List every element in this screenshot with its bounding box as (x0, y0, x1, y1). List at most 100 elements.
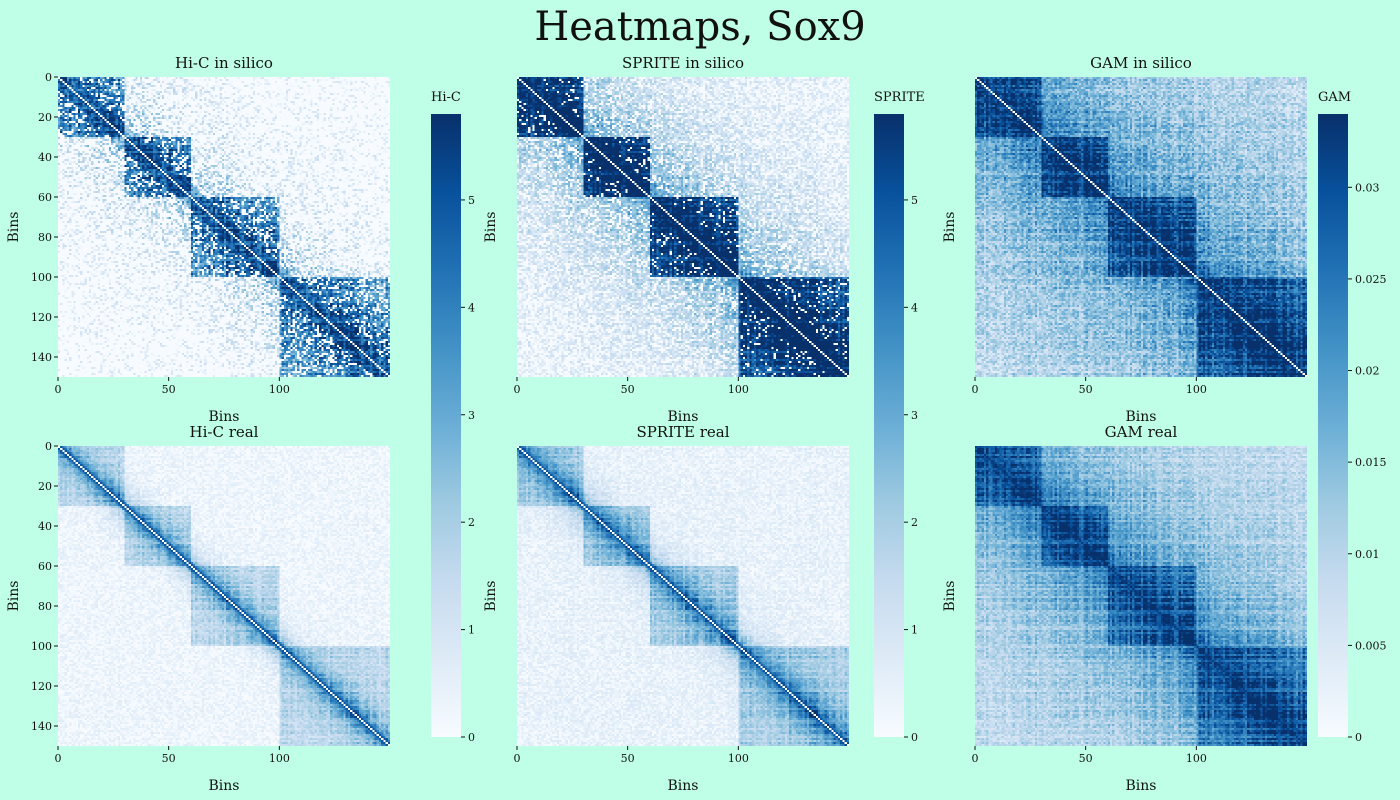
x-tick-label: 0 (972, 383, 979, 396)
colorbar-label: SPRITE (874, 90, 925, 105)
y-axis-label: Bins (483, 581, 499, 612)
panel-sprite-real: SPRITE real 0 50 100 Bins Bins (483, 423, 849, 794)
y-axis-label: Bins (942, 581, 958, 612)
colorbar-tick-label: 3 (468, 409, 475, 422)
y-axis-label: Bins (483, 212, 499, 243)
colorbar-gradient (1318, 114, 1348, 737)
y-tick-label: 60 (38, 191, 52, 204)
colorbar-tick-label: 0.02 (1355, 365, 1380, 378)
y-tick-label: 80 (38, 600, 52, 613)
colorbar-gradient (874, 114, 904, 737)
colorbar-tick-label: 0 (911, 731, 918, 744)
colorbar-tick-label: 3 (911, 409, 918, 422)
colorbar-tick-label: 0.005 (1355, 639, 1387, 652)
x-axis-label: Bins (668, 409, 699, 425)
x-tick-label: 50 (162, 383, 176, 396)
colorbar-tick-label: 0 (1355, 731, 1362, 744)
y-tick-label: 20 (38, 111, 52, 124)
x-tick-label: 0 (514, 383, 521, 396)
heatmap-image (975, 77, 1307, 377)
heatmap-image (517, 77, 849, 377)
colorbar-tick-label: 5 (468, 194, 475, 207)
heatmap-image (517, 446, 849, 746)
x-tick-label: 100 (269, 383, 290, 396)
colorbar-tick-label: 2 (911, 516, 918, 529)
axis-ticks: 0 50 100 (972, 746, 1207, 765)
x-tick-label: 100 (1186, 383, 1207, 396)
x-tick-label: 0 (972, 752, 979, 765)
y-tick-label: 20 (38, 480, 52, 493)
x-tick-label: 50 (621, 383, 635, 396)
heatmap-image (58, 77, 390, 377)
y-axis-label: Bins (942, 212, 958, 243)
y-tick-label: 0 (45, 440, 52, 453)
x-axis-label: Bins (209, 409, 240, 425)
colorbar-label: GAM (1318, 90, 1351, 105)
x-tick-label: 0 (514, 752, 521, 765)
colorbar-tick-label: 4 (911, 301, 918, 314)
colorbar-tick-label: 0.01 (1355, 548, 1380, 561)
x-axis-label: Bins (1126, 778, 1157, 794)
panel-title: SPRITE in silico (622, 54, 744, 72)
x-tick-label: 0 (55, 383, 62, 396)
y-tick-label: 0 (45, 71, 52, 84)
heatmap-image (58, 446, 390, 746)
panel-sprite-silico: SPRITE in silico 0 50 100 Bins Bins (483, 54, 849, 425)
y-tick-label: 80 (38, 231, 52, 244)
colorbar-gam: GAM 0 0.005 0.01 0.015 0.02 0.025 0.03 (1318, 90, 1387, 744)
colorbar-tick-label: 0 (468, 731, 475, 744)
y-tick-label: 100 (31, 271, 52, 284)
x-tick-label: 0 (55, 752, 62, 765)
colorbar-tick-label: 2 (468, 516, 475, 529)
colorbar-label: Hi-C (431, 90, 461, 105)
colorbar-tick-label: 5 (911, 194, 918, 207)
axis-ticks: 0 50 100 (514, 746, 749, 765)
x-tick-label: 100 (728, 752, 749, 765)
colorbar-sprite: SPRITE 0 1 2 3 4 5 (874, 90, 925, 744)
panel-gam-silico: GAM in silico 0 50 100 Bins Bins (942, 54, 1307, 425)
x-tick-label: 50 (621, 752, 635, 765)
x-tick-label: 100 (728, 383, 749, 396)
colorbar-tick-label: 1 (911, 624, 918, 637)
colorbar-tick-label: 1 (468, 624, 475, 637)
colorbar-hic: Hi-C 0 1 2 3 4 5 (431, 90, 475, 744)
x-tick-label: 50 (1079, 752, 1093, 765)
y-tick-label: 140 (31, 720, 52, 733)
y-tick-label: 120 (31, 311, 52, 324)
panel-title: Hi-C real (190, 423, 259, 441)
y-axis-label: Bins (6, 212, 22, 243)
colorbar-tick-label: 0.03 (1355, 181, 1380, 194)
y-tick-label: 140 (31, 351, 52, 364)
y-tick-label: 60 (38, 560, 52, 573)
colorbar-ticks: 0 1 2 3 4 5 (461, 194, 475, 744)
panel-title: SPRITE real (636, 423, 729, 441)
x-axis-label: Bins (668, 778, 699, 794)
x-axis-label: Bins (209, 778, 240, 794)
x-tick-label: 50 (1079, 383, 1093, 396)
colorbar-ticks: 0 1 2 3 4 5 (904, 194, 918, 744)
colorbar-gradient (431, 114, 461, 737)
y-tick-label: 40 (38, 151, 52, 164)
axis-ticks: 0 50 100 0 20 40 60 80 100 120 140 (31, 440, 290, 765)
x-axis-label: Bins (1126, 409, 1157, 425)
panel-hic-silico: Hi-C in silico 0 50 100020406080100120140 … (6, 54, 390, 425)
colorbar-ticks: 0 0.005 0.01 0.015 0.02 0.025 0.03 (1348, 181, 1387, 744)
panel-title: GAM real (1105, 423, 1178, 441)
x-tick-label: 100 (269, 752, 290, 765)
colorbar-tick-label: 0.025 (1355, 273, 1387, 286)
x-tick-label: 50 (162, 752, 176, 765)
figure-title: Heatmaps, Sox9 (534, 4, 865, 50)
axis-ticks: 0 50 100 (514, 377, 749, 396)
axis-ticks: 0 50 100 (972, 377, 1207, 396)
y-tick-label: 100 (31, 640, 52, 653)
axis-ticks: 0 50 100 0 20 40 60 80 100 120 140 (31, 71, 290, 396)
panel-gam-real: GAM real 0 50 100 Bins Bins (942, 423, 1307, 794)
y-axis-label: Bins (6, 581, 22, 612)
colorbar-tick-label: 4 (468, 301, 475, 314)
y-tick-label: 120 (31, 680, 52, 693)
colorbar-tick-label: 0.015 (1355, 456, 1387, 469)
x-tick-label: 100 (1186, 752, 1207, 765)
y-tick-label: 40 (38, 520, 52, 533)
